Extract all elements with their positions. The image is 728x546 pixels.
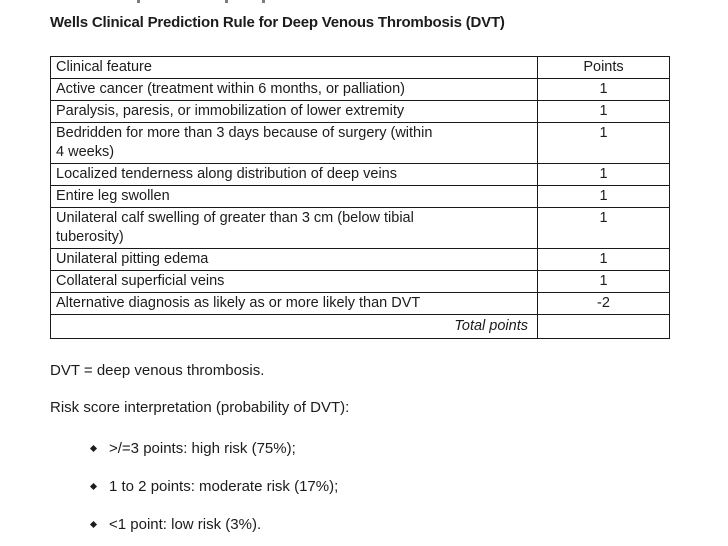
table-header-row: Clinical feature Points	[50, 56, 670, 79]
table-row: Unilateral pitting edema 1	[50, 248, 670, 271]
points-cell: 1	[537, 122, 670, 164]
feature-cell: Localized tenderness along distribution …	[50, 163, 538, 186]
table-row: Localized tenderness along distribution …	[50, 163, 670, 186]
table-row: Unilateral calf swelling of greater than…	[50, 207, 670, 249]
column-header-points: Points	[537, 56, 670, 79]
feature-cell: Unilateral calf swelling of greater than…	[50, 207, 538, 249]
column-header-clinical-feature: Clinical feature	[50, 56, 538, 79]
feature-cell: Entire leg swollen	[50, 185, 538, 208]
total-points-value-cell	[537, 314, 670, 339]
total-points-row: Total points	[50, 314, 670, 339]
bullet-icon	[89, 482, 98, 491]
points-cell: -2	[537, 292, 670, 315]
feature-cell: Alternative diagnosis as likely as or mo…	[50, 292, 538, 315]
wells-score-table: Clinical feature Points Active cancer (t…	[50, 56, 670, 339]
points-cell: 1	[537, 100, 670, 123]
points-cell: 1	[537, 207, 670, 249]
points-cell: 1	[537, 185, 670, 208]
cropped-text-artifact	[137, 0, 140, 3]
feature-cell: Bedridden for more than 3 days because o…	[50, 122, 538, 164]
cropped-text-artifact	[262, 0, 265, 3]
points-cell: 1	[537, 270, 670, 293]
table-row: Active cancer (treatment within 6 months…	[50, 78, 670, 101]
risk-bullet-text: 1 to 2 points: moderate risk (17%);	[109, 478, 339, 495]
points-cell: 1	[537, 248, 670, 271]
risk-bullet-text: >/=3 points: high risk (75%);	[109, 440, 296, 457]
points-cell: 1	[537, 163, 670, 186]
abbreviation-footnote: DVT = deep venous thrombosis.	[50, 362, 265, 379]
interpretation-heading: Risk score interpretation (probability o…	[50, 399, 350, 416]
table-row: Collateral superficial veins 1	[50, 270, 670, 293]
bullet-icon	[89, 520, 98, 529]
risk-bullet-moderate: 1 to 2 points: moderate risk (17%);	[89, 478, 339, 495]
feature-cell: Collateral superficial veins	[50, 270, 538, 293]
points-cell: 1	[537, 78, 670, 101]
feature-cell: Paralysis, paresis, or immobilization of…	[50, 100, 538, 123]
feature-cell: Unilateral pitting edema	[50, 248, 538, 271]
bullet-icon	[89, 444, 98, 453]
table-row: Bedridden for more than 3 days because o…	[50, 122, 670, 164]
table-row: Entire leg swollen 1	[50, 185, 670, 208]
risk-bullet-low: <1 point: low risk (3%).	[89, 516, 262, 533]
feature-cell: Active cancer (treatment within 6 months…	[50, 78, 538, 101]
total-points-label: Total points	[50, 314, 538, 339]
risk-bullet-text: <1 point: low risk (3%).	[109, 516, 262, 533]
table-row: Paralysis, paresis, or immobilization of…	[50, 100, 670, 123]
risk-bullet-high: >/=3 points: high risk (75%);	[89, 440, 296, 457]
table-row: Alternative diagnosis as likely as or mo…	[50, 292, 670, 315]
page-title: Wells Clinical Prediction Rule for Deep …	[50, 14, 505, 31]
cropped-text-artifact	[225, 0, 228, 3]
